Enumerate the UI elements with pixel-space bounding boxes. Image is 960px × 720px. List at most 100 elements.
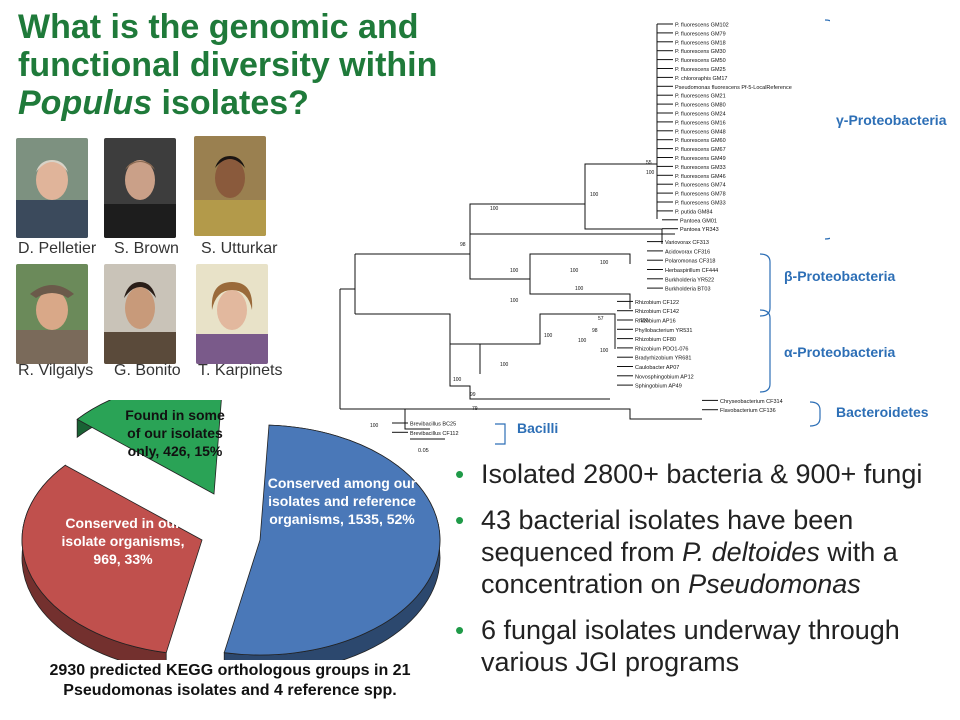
taxon-label: Chryseobacterium CF314	[720, 399, 783, 405]
taxon-label: Brevibacillus CF112	[410, 431, 459, 437]
bracket-alpha	[759, 309, 771, 393]
taxon-label: P. fluorescens GM67	[675, 147, 726, 153]
taxon-label: Rhizobium CF80	[635, 337, 676, 343]
bullet-text-2d: Pseudomonas	[688, 569, 861, 599]
photo-karpinets	[196, 264, 268, 364]
taxon-label: P. fluorescens GM33	[675, 201, 726, 207]
taxon-label: P. fluorescens GM102	[675, 23, 729, 29]
bootstrap-label: 100	[575, 286, 584, 292]
tree-branch	[529, 279, 631, 309]
pie-caption-line-2: Pseudomonas isolates and 4 reference spp…	[63, 682, 397, 699]
bootstrap-label: 100	[500, 362, 509, 368]
bullet-item-3: • 6 fungal isolates underway through vari…	[455, 614, 935, 678]
taxon-label: Brevibacillus BC25	[410, 422, 456, 428]
taxon-label: P. fluorescens GM33	[675, 165, 726, 171]
bootstrap-label: 55	[646, 160, 652, 166]
title-rest: isolates?	[152, 84, 309, 122]
pie-slice	[76, 400, 222, 495]
taxon-label: P. fluorescens GM80	[675, 103, 726, 109]
taxon-label: Pantoea GM01	[680, 218, 717, 224]
bullet-text-1: Isolated 2800+ bacteria & 900+ fungi	[481, 459, 923, 489]
taxon-label: P. fluorescens GM16	[675, 120, 726, 126]
taxon-label: Rhizobium CF122	[635, 300, 679, 306]
name-utturkar: S. Utturkar	[201, 240, 278, 257]
photo-pelletier	[16, 138, 88, 238]
name-pelletier: D. Pelletier	[18, 240, 97, 257]
clade-gamma-label: γ-Proteobacteria	[836, 112, 947, 128]
pie-caption: 2930 predicted KEGG orthologous groups i…	[0, 661, 460, 701]
slice-label-found-some: Found in some of our isolates only, 426,…	[125, 407, 225, 459]
taxon-label: Acidovorax CF316	[665, 249, 710, 255]
taxon-label: Burkholderia YR522	[665, 277, 714, 283]
clade-alpha-label: α-Proteobacteria	[784, 344, 896, 360]
slice-label-conserved-reference: Conserved among our isolates and referen…	[267, 475, 417, 527]
bootstrap-label: 100	[510, 268, 519, 274]
taxon-label: Flavobacterium CF136	[720, 408, 776, 414]
name-brown: S. Brown	[114, 240, 179, 257]
photo-utturkar	[194, 136, 266, 236]
taxon-label: P. chlororaphis GM17	[675, 76, 727, 82]
taxon-label: Sphingobium AP49	[635, 384, 682, 390]
taxon-label: P. fluorescens GM60	[675, 138, 726, 144]
bullet-item-1: • Isolated 2800+ bacteria & 900+ fungi	[455, 458, 935, 490]
bullet-text-2c: with a concentration on	[481, 537, 898, 599]
pie-slice	[21, 464, 203, 654]
taxon-label: Pseudomonas fluorescens Pf-5-LocalRefere…	[675, 85, 792, 91]
photo-bonito	[104, 264, 176, 364]
name-vilgalys: R. Vilgalys	[18, 362, 94, 379]
taxon-label: Polaromonas CF318	[665, 259, 715, 265]
bootstrap-label: 100	[590, 192, 599, 198]
taxon-label: Pantoea YR343	[680, 227, 719, 233]
bootstrap-label: 98	[460, 242, 466, 248]
phylogenetic-tree: P. fluorescens GM102 P. fluorescens GM79 P…	[330, 14, 830, 454]
bootstrap-label: 100	[600, 348, 609, 354]
scale-label: 0.05	[418, 448, 429, 454]
taxon-label: P. fluorescens GM79	[675, 31, 726, 37]
bootstrap-label: 99	[470, 392, 476, 398]
taxon-label: P. fluorescens GM78	[675, 192, 726, 198]
bootstrap-label: 100	[570, 268, 579, 274]
taxon-label: Rhizobium AP16	[635, 319, 676, 325]
name-bonito: G. Bonito	[114, 362, 181, 379]
bootstrap-label: 98	[592, 328, 598, 334]
photo-brown	[104, 138, 176, 238]
pie-caption-line-1: 2930 predicted KEGG orthologous groups i…	[49, 662, 411, 679]
bullet-text-3: 6 fungal isolates underway through vario…	[481, 615, 900, 677]
taxon-label: P. fluorescens GM46	[675, 174, 726, 180]
bullet-list: • Isolated 2800+ bacteria & 900+ fungi • 4…	[455, 458, 935, 692]
photo-vilgalys	[16, 264, 88, 364]
bootstrap-label: 100	[646, 170, 655, 176]
taxon-label: P. fluorescens GM74	[675, 183, 726, 189]
bullet-dot-icon: •	[455, 459, 465, 489]
taxon-label: P. fluorescens GM21	[675, 94, 726, 100]
bracket-bacilli	[495, 423, 506, 445]
bootstrap-label: 100	[370, 423, 379, 429]
pie-chart	[0, 400, 460, 660]
taxon-label: P. fluorescens GM25	[675, 67, 726, 73]
taxon-label: Caulobacter AP07	[635, 365, 679, 371]
taxon-label: P. fluorescens GM18	[675, 40, 726, 46]
taxon-label: Bradyrhizobium YR681	[635, 356, 691, 362]
tree-branch	[584, 204, 663, 244]
bootstrap-label: 100	[578, 338, 587, 344]
bullet-dot-icon: •	[455, 615, 465, 645]
taxon-label: Rhizobium PDO1-076	[635, 346, 689, 352]
taxon-label: P. putida GM84	[675, 209, 713, 215]
title-genus: Populus	[18, 84, 153, 122]
bootstrap-label: 100	[490, 206, 499, 212]
bootstrap-label: 57	[598, 316, 604, 322]
taxon-label: P. fluorescens GM30	[675, 49, 726, 55]
bullet-text-2a: 43 bacterial isolates have been sequence…	[481, 505, 854, 567]
name-karpinets: T. Karpinets	[198, 362, 283, 379]
bullet-text-2b: P. deltoides	[682, 537, 820, 567]
bracket-gamma	[824, 19, 830, 240]
tree-branch	[355, 24, 658, 255]
tree-branch	[469, 253, 631, 280]
taxon-label: P. fluorescens GM24	[675, 112, 726, 118]
taxon-label: Phyllobacterium YR531	[635, 328, 692, 334]
pie-svg	[21, 400, 441, 660]
bootstrap-label: 79	[472, 406, 478, 412]
taxon-label: P. fluorescens GM49	[675, 156, 726, 162]
tree-branch	[449, 344, 610, 400]
pie-slice	[223, 424, 441, 656]
